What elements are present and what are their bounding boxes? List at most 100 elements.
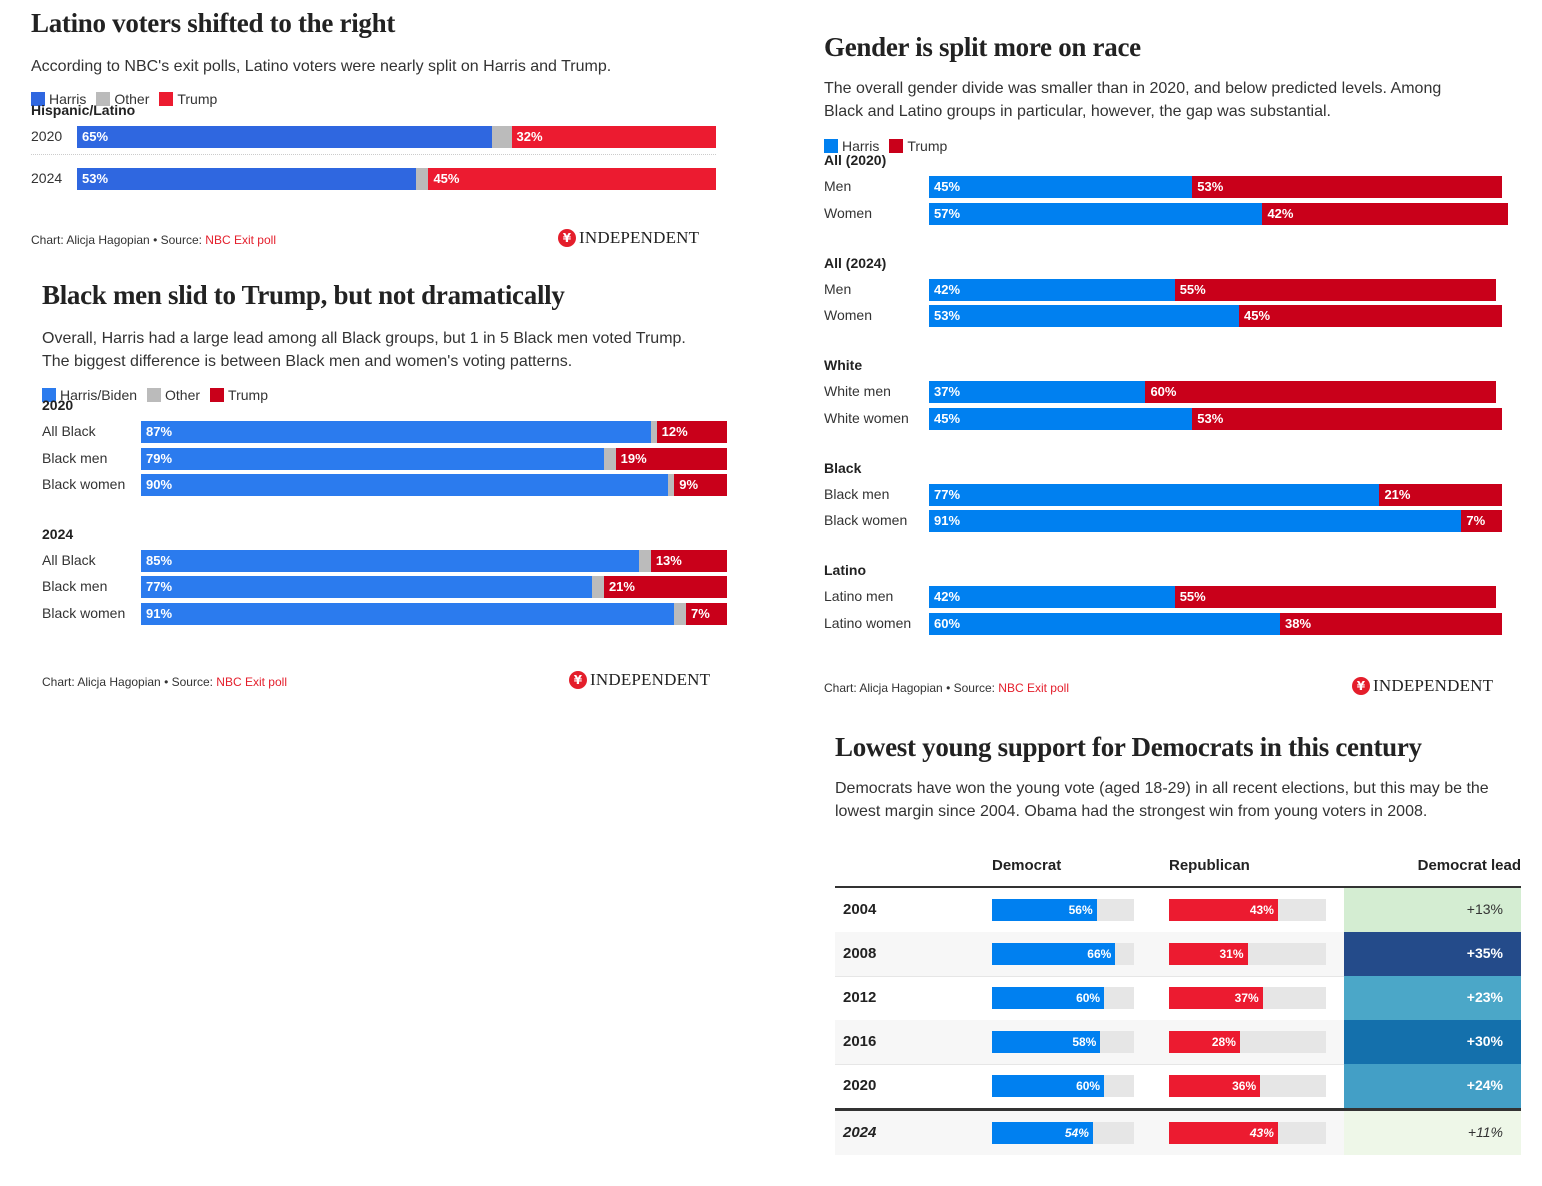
democrat-lead-cell: +23% — [1344, 976, 1521, 1020]
bar-value-label-harris: 42% — [934, 281, 961, 297]
bar-value-label-trump: 21% — [1384, 486, 1411, 502]
table-row: 2024 54% 43% +11% — [835, 1111, 1521, 1155]
chart-credit: Chart: Alicja Hagopian • Source: NBC Exi… — [42, 675, 287, 689]
legend-item: Trump — [889, 138, 947, 154]
stacked-bar: 91% 7% — [141, 602, 727, 625]
group-label: Hispanic/Latino — [31, 102, 136, 118]
bar-segment-trump — [1262, 202, 1509, 225]
bar-value-label-harris: 53% — [934, 308, 961, 323]
republican-bar: 43% — [1169, 899, 1278, 921]
row-label: Black women — [42, 476, 126, 492]
rep-value: 43% — [1249, 1126, 1274, 1140]
stacked-bar: 37% 60% — [929, 381, 1514, 403]
row-label: Women — [824, 307, 872, 323]
chart-credit: Chart: Alicja Hagopian • Source: NBC Exi… — [824, 681, 1069, 695]
column-header-democrat: Democrat — [992, 857, 1062, 874]
legend-swatch-trump — [159, 92, 174, 106]
bar-segment-other — [639, 549, 651, 572]
bar-value-label-harris: 87% — [146, 424, 173, 439]
chart-credit: Chart: Alicja Hagopian • Source: NBC Exi… — [31, 233, 276, 247]
bar-value-label-trump: 53% — [1197, 410, 1224, 426]
eagle-logo-icon: ¥ — [1352, 677, 1370, 695]
bar-segment-trump — [1379, 483, 1503, 506]
bar-segment-harris — [141, 549, 640, 572]
republican-bar: 37% — [1169, 987, 1263, 1009]
democrat-lead-cell: +13% — [1344, 888, 1521, 932]
chart-title: Lowest young support for Democrats in th… — [835, 732, 1422, 762]
bar-value-label-trump: 7% — [1466, 513, 1486, 528]
legend-swatch-trump — [210, 388, 225, 402]
chart-subtitle-line-1: Overall, Harris had a large lead among a… — [42, 330, 686, 347]
bar-value-label-trump: 19% — [620, 450, 647, 466]
row-label: Men — [824, 178, 852, 194]
header-rule — [835, 886, 1521, 888]
legend-label: Other — [114, 91, 150, 107]
stacked-bar: 60% 38% — [929, 612, 1514, 635]
bar-segment-trump — [1174, 586, 1497, 608]
dem-value: 58% — [1072, 1035, 1097, 1049]
bar-segment-harris — [929, 407, 1193, 430]
bar-segment-harris — [929, 612, 1280, 635]
chart-subtitle-line-2: Black and Latino groups in particular, h… — [824, 103, 1331, 120]
bar-segment-harris — [929, 586, 1175, 608]
chart-title: Gender is split more on race — [824, 32, 1141, 62]
legend-label: Trump — [228, 387, 268, 403]
stacked-bar: 45% 53% — [929, 407, 1514, 430]
source-link[interactable]: NBC Exit poll — [216, 675, 287, 689]
democrat-bar: 66% — [992, 943, 1116, 965]
rep-value: 28% — [1211, 1035, 1236, 1049]
rep-bar-track: 31% — [1169, 943, 1326, 965]
chart-title: Latino voters shifted to the right — [31, 8, 396, 38]
democrat-lead-cell: +24% — [1344, 1064, 1521, 1108]
bar-value-label-harris: 42% — [934, 589, 961, 604]
republican-bar: 28% — [1169, 1031, 1240, 1053]
gender-chart-panel: Gender is split more on race The overall… — [824, 32, 1524, 702]
bar-value-label-trump: 21% — [608, 579, 635, 594]
bar-segment-harris — [929, 305, 1240, 327]
bar-segment-trump — [511, 126, 716, 148]
group-label: Black — [824, 459, 862, 476]
latino-chart-panel: Latino voters shifted to the right Accor… — [31, 8, 721, 258]
bar-value-label-harris: 57% — [934, 205, 961, 221]
democrat-bar: 60% — [992, 987, 1105, 1009]
dem-bar-track: 54% — [992, 1122, 1134, 1144]
bar-segment-trump — [674, 474, 727, 496]
year-cell: 2012 — [843, 989, 877, 1006]
chart-subtitle-line-1: The overall gender divide was smaller th… — [824, 80, 1442, 97]
bar-segment-trump — [656, 421, 727, 443]
stacked-bar: 53% 45% — [77, 167, 716, 190]
bar-segment-harris — [141, 447, 604, 470]
stacked-bar: 77% 21% — [141, 576, 727, 598]
republican-bar: 31% — [1169, 943, 1248, 965]
chart-legend: Harris Trump — [824, 138, 957, 154]
row-label: All Black — [42, 423, 96, 439]
group-label: 2024 — [42, 525, 74, 542]
young-voters-table-panel: Lowest young support for Democrats in th… — [835, 732, 1525, 1162]
table-row: 2012 60% 37% +23% — [835, 976, 1521, 1021]
bar-segment-other — [674, 602, 686, 625]
stacked-bar: 91% 7% — [929, 510, 1514, 532]
row-divider — [31, 154, 716, 155]
dem-bar-track: 66% — [992, 943, 1134, 965]
stacked-bar: 65% 32% — [77, 126, 716, 148]
stacked-bar: 77% 21% — [929, 483, 1514, 506]
row-label: Black women — [824, 512, 908, 528]
year-cell: 2008 — [843, 945, 877, 962]
bar-value-label-harris: 65% — [82, 129, 109, 144]
table-row: 2020 60% 36% +24% — [835, 1064, 1521, 1109]
source-link[interactable]: NBC Exit poll — [205, 233, 276, 247]
bar-segment-other — [492, 126, 512, 148]
row-label: Women — [824, 204, 872, 221]
stacked-bar: 87% 12% — [141, 421, 727, 443]
bar-segment-trump — [428, 167, 716, 190]
bar-value-label-harris: 91% — [934, 513, 961, 528]
source-link[interactable]: NBC Exit poll — [998, 681, 1069, 695]
total-rule — [835, 1108, 1521, 1111]
bar-segment-other — [415, 167, 429, 190]
bar-segment-harris — [929, 278, 1175, 301]
chart-title: Black men slid to Trump, but not dramati… — [42, 280, 565, 310]
rep-bar-track: 37% — [1169, 987, 1326, 1009]
democrat-bar: 56% — [992, 899, 1097, 921]
group-label: 2020 — [42, 397, 74, 413]
year-cell: 2020 — [843, 1077, 877, 1094]
